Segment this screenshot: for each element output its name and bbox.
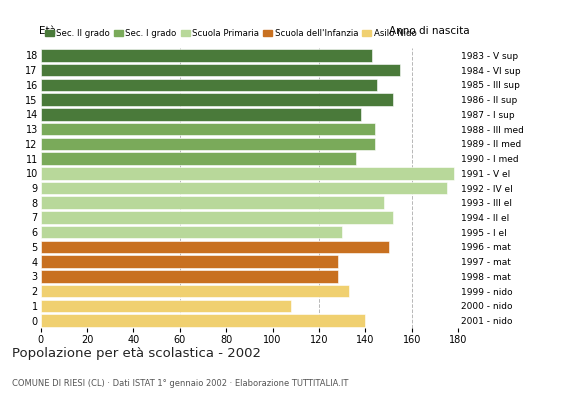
Text: Età: Età bbox=[39, 26, 56, 36]
Bar bbox=[41, 123, 375, 135]
Bar bbox=[41, 226, 342, 238]
Bar bbox=[41, 256, 338, 268]
Text: Anno di nascita: Anno di nascita bbox=[389, 26, 470, 36]
Bar bbox=[41, 314, 365, 327]
Bar bbox=[41, 152, 356, 165]
Bar bbox=[41, 211, 393, 224]
Bar bbox=[41, 49, 372, 62]
Bar bbox=[41, 93, 393, 106]
Text: COMUNE DI RIESI (CL) · Dati ISTAT 1° gennaio 2002 · Elaborazione TUTTITALIA.IT: COMUNE DI RIESI (CL) · Dati ISTAT 1° gen… bbox=[12, 379, 348, 388]
Bar bbox=[41, 64, 400, 76]
Legend: Sec. II grado, Sec. I grado, Scuola Primaria, Scuola dell'Infanzia, Asilo Nido: Sec. II grado, Sec. I grado, Scuola Prim… bbox=[45, 29, 416, 38]
Bar bbox=[41, 138, 375, 150]
Bar bbox=[41, 300, 291, 312]
Bar bbox=[41, 108, 361, 120]
Bar bbox=[41, 270, 338, 283]
Bar bbox=[41, 78, 377, 91]
Bar bbox=[41, 196, 384, 209]
Bar bbox=[41, 167, 454, 180]
Text: Popolazione per età scolastica - 2002: Popolazione per età scolastica - 2002 bbox=[12, 347, 260, 360]
Bar bbox=[41, 182, 447, 194]
Bar bbox=[41, 285, 349, 298]
Bar bbox=[41, 241, 389, 253]
